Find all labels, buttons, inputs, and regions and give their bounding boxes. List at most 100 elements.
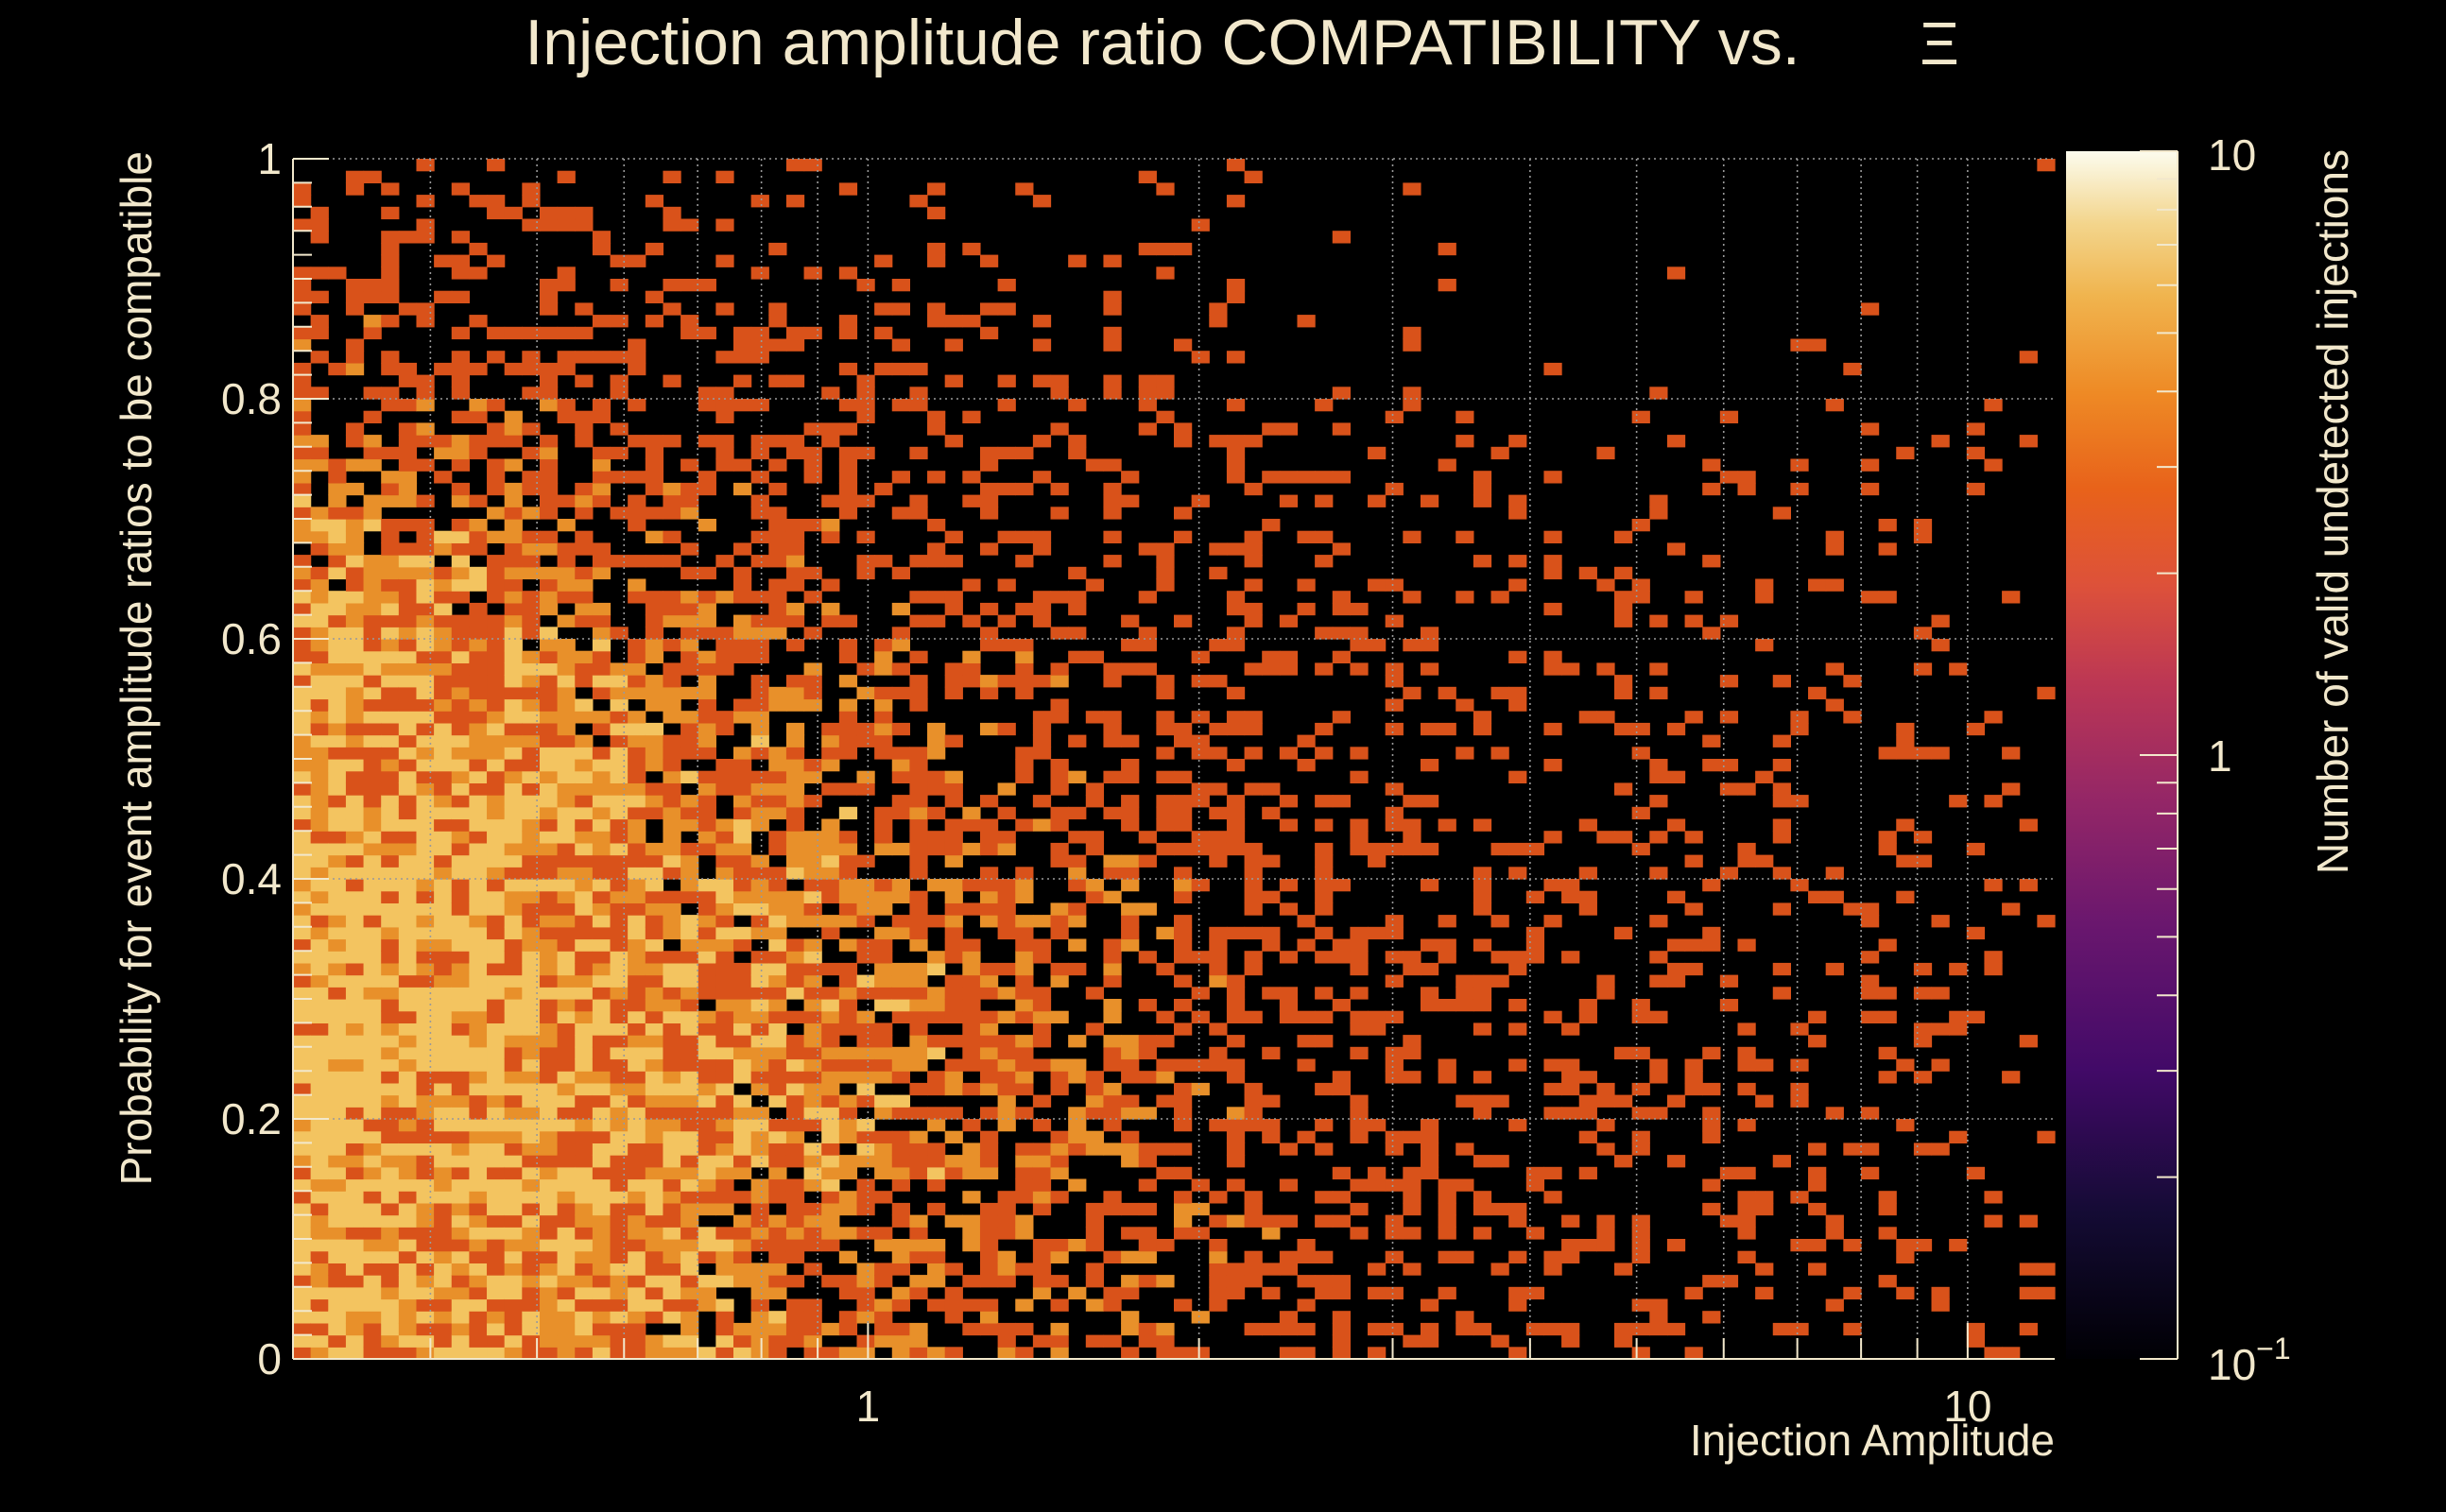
heatmap-bin [469, 1178, 488, 1192]
heatmap-bin [1103, 854, 1122, 868]
heatmap-bin [1262, 1130, 1281, 1143]
heatmap-bin [434, 627, 453, 640]
heatmap-bin [750, 1286, 769, 1300]
heatmap-bin [575, 1082, 594, 1096]
heatmap-bin [750, 555, 769, 568]
heatmap-bin [715, 351, 734, 364]
heatmap-bin [962, 578, 981, 592]
heatmap-bin [733, 1166, 752, 1180]
heatmap-bin [1525, 938, 1545, 952]
heatmap-bin [1525, 1286, 1545, 1300]
heatmap-bin [891, 795, 910, 808]
heatmap-bin [628, 435, 646, 448]
heatmap-bin [310, 999, 329, 1012]
heatmap-bin [293, 602, 312, 616]
heatmap-bin [345, 566, 365, 580]
heatmap-bin [1473, 711, 1492, 724]
heatmap-bin [575, 351, 594, 364]
heatmap-bin [663, 759, 681, 772]
heatmap-bin [785, 326, 805, 340]
heatmap-bin [663, 279, 681, 292]
heatmap-bin [715, 722, 734, 736]
heatmap-bin [504, 555, 523, 568]
heatmap-bin [1420, 795, 1439, 808]
heatmap-bin [891, 471, 910, 484]
heatmap-bin [1279, 662, 1299, 676]
heatmap-bin [610, 1286, 629, 1300]
heatmap-bin [1790, 1239, 1809, 1252]
heatmap-bin [1121, 770, 1140, 783]
heatmap-bin [1596, 1227, 1615, 1240]
heatmap-bin [1174, 1191, 1193, 1204]
heatmap-bin [663, 782, 681, 796]
heatmap-bin [785, 1275, 805, 1288]
heatmap-bin [698, 1275, 716, 1288]
heatmap-bin [733, 351, 752, 364]
heatmap-bin [962, 1082, 981, 1096]
heatmap-bin [416, 698, 435, 712]
heatmap-bin [1508, 1119, 1527, 1132]
heatmap-bin [293, 279, 312, 292]
heatmap-bin [487, 1227, 506, 1240]
heatmap-bin [645, 867, 664, 880]
heatmap-bin [1385, 915, 1404, 928]
heatmap-bin [1631, 1107, 1650, 1120]
heatmap-bin [1543, 915, 1562, 928]
heatmap-bin [2037, 1130, 2056, 1143]
heatmap-bin [663, 1155, 681, 1168]
heatmap-bin [345, 279, 365, 292]
heatmap-bin [1121, 902, 1140, 916]
heatmap-bin [680, 951, 699, 964]
heatmap-bin [293, 218, 312, 232]
heatmap-bin [733, 650, 752, 663]
heatmap-bin [803, 951, 822, 964]
heatmap-bin [293, 458, 312, 472]
heatmap-bin [962, 999, 981, 1012]
heatmap-bin [698, 1155, 716, 1168]
heatmap-bin [733, 770, 752, 783]
heatmap-bin [979, 302, 999, 316]
heatmap-bin [293, 1322, 312, 1336]
heatmap-bin [451, 1010, 470, 1023]
heatmap-bin [750, 795, 769, 808]
heatmap-bin [803, 1082, 822, 1096]
heatmap-bin [293, 1250, 312, 1263]
heatmap-bin [539, 650, 559, 663]
heatmap-bin [698, 399, 716, 412]
heatmap-bin [1631, 1322, 1650, 1336]
heatmap-bin [645, 1311, 664, 1324]
heatmap-bin [381, 1058, 400, 1072]
heatmap-bin [838, 1094, 858, 1108]
heatmap-bin [293, 926, 312, 940]
heatmap-bin [874, 1322, 893, 1336]
heatmap-bin [310, 915, 329, 928]
heatmap-bin [487, 206, 506, 220]
heatmap-bin [416, 578, 435, 592]
heatmap-bin [733, 374, 752, 387]
heatmap-bin [838, 1107, 858, 1120]
heatmap-bin [1808, 1263, 1827, 1276]
heatmap-bin [1121, 1311, 1140, 1324]
heatmap-bin [821, 578, 840, 592]
heatmap-bin [575, 1202, 594, 1216]
heatmap-bin [768, 1143, 787, 1156]
heatmap-bin [381, 351, 400, 364]
color-bar: 10 1 10−1 Number of valid undetected inj… [2066, 130, 2357, 1389]
heatmap-bin [1156, 1058, 1175, 1072]
heatmap-bin [1050, 507, 1069, 520]
heatmap-bin [1191, 734, 1210, 747]
heatmap-bin [345, 1275, 365, 1288]
heatmap-bin [1297, 1347, 1316, 1360]
heatmap-bin [874, 1130, 893, 1143]
heatmap-bin [504, 722, 523, 736]
heatmap-bin [979, 915, 999, 928]
heatmap-bin [2019, 435, 2038, 448]
heatmap-bin [487, 422, 506, 436]
heatmap-bin [1174, 242, 1193, 256]
heatmap-bin [645, 1227, 664, 1240]
heatmap-bin [1226, 1286, 1246, 1300]
heatmap-bin [1103, 1202, 1122, 1216]
heatmap-bin [398, 782, 418, 796]
heatmap-bin [698, 1094, 716, 1108]
heatmap-bin [1385, 578, 1404, 592]
